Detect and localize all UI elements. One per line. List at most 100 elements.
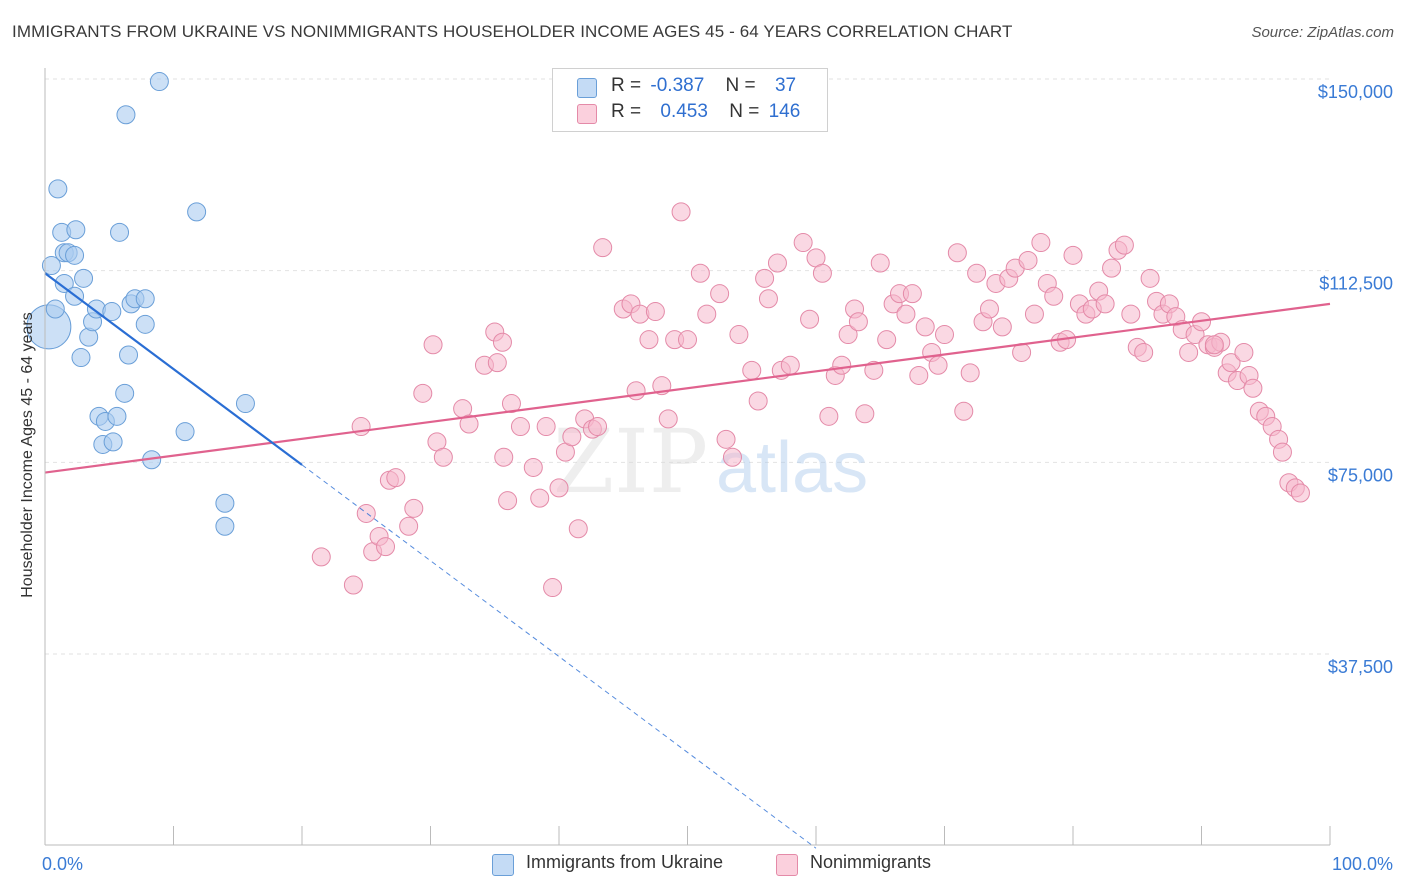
data-point-nonimmigrants (758, 289, 778, 309)
data-point-ukraine (135, 289, 155, 309)
data-point-ukraine (110, 222, 130, 242)
data-point-nonimmigrants (549, 478, 569, 498)
data-point-nonimmigrants (543, 578, 563, 598)
grid-layer (45, 78, 1330, 655)
trend-lines (44, 272, 1331, 849)
watermark: ZIP atlas (553, 410, 868, 513)
data-point-nonimmigrants (530, 488, 550, 508)
y-tick-label: $37,500 (1328, 657, 1393, 677)
data-point-ukraine (66, 220, 86, 240)
data-point-nonimmigrants (812, 263, 832, 283)
legend-r-value-ukraine: -0.387 (650, 75, 705, 96)
series-nonimmigrants (311, 202, 1310, 598)
watermark-atlas: atlas (716, 428, 868, 508)
bottom-legend-swatch-nonimmigrants (776, 854, 798, 876)
data-point-nonimmigrants (1272, 442, 1292, 462)
data-point-nonimmigrants (748, 391, 768, 411)
data-point-nonimmigrants (536, 417, 556, 437)
legend-n-label: N = (729, 101, 760, 122)
data-point-nonimmigrants (487, 353, 507, 373)
legend-r-value-nonimmigrants: 0.453 (660, 101, 708, 122)
data-point-ukraine (116, 105, 136, 125)
data-point-nonimmigrants (1114, 235, 1134, 255)
trend-line-ukraine-extension (301, 464, 817, 849)
bottom-legend-swatch-ukraine (492, 854, 514, 876)
data-point-nonimmigrants (800, 309, 820, 329)
data-point-nonimmigrants (433, 447, 453, 467)
source-label: Source: ZipAtlas.com (1251, 24, 1394, 41)
data-point-nonimmigrants (819, 406, 839, 426)
data-point-nonimmigrants (356, 503, 376, 523)
data-point-nonimmigrants (678, 330, 697, 350)
data-point-ukraine (103, 432, 123, 452)
data-point-nonimmigrants (742, 360, 762, 380)
y-tick-label: $75,000 (1328, 465, 1393, 485)
data-point-nonimmigrants (523, 457, 543, 477)
data-point-nonimmigrants (376, 537, 396, 557)
data-point-nonimmigrants (311, 547, 331, 567)
data-point-nonimmigrants (793, 233, 813, 253)
legend-n-value-nonimmigrants: 146 (768, 101, 801, 122)
data-point-ukraine (74, 268, 94, 288)
data-point-ukraine (65, 245, 85, 265)
data-point-nonimmigrants (915, 317, 935, 337)
legend-swatch-ukraine (577, 78, 597, 98)
data-point-nonimmigrants (498, 491, 518, 511)
trend-line-nonimmigrants (44, 302, 1331, 474)
data-point-nonimmigrants (992, 317, 1012, 337)
chart-title: IMMIGRANTS FROM UKRAINE VS NONIMMIGRANTS… (12, 22, 1013, 41)
data-point-nonimmigrants (697, 304, 717, 324)
data-point-ukraine (71, 348, 91, 368)
data-point-nonimmigrants (832, 355, 852, 375)
data-point-nonimmigrants (1221, 353, 1241, 373)
data-point-nonimmigrants (423, 335, 443, 355)
data-point-nonimmigrants (1134, 342, 1154, 362)
legend-swatch-nonimmigrants (577, 104, 597, 124)
data-point-nonimmigrants (671, 202, 691, 222)
data-point-nonimmigrants (690, 263, 710, 283)
data-point-nonimmigrants (909, 365, 929, 385)
data-point-nonimmigrants (848, 312, 868, 332)
data-point-nonimmigrants (510, 417, 530, 437)
data-point-nonimmigrants (1044, 286, 1064, 306)
data-point-ukraine (119, 345, 139, 365)
data-point-nonimmigrants (960, 363, 980, 383)
data-point-nonimmigrants (639, 330, 659, 350)
y-axis-label: Householder Income Ages 45 - 64 years (19, 312, 36, 598)
data-point-nonimmigrants (1031, 233, 1051, 253)
data-point-ukraine (215, 493, 235, 513)
data-point-ukraine (45, 299, 65, 319)
bottom-legend-label-nonimmigrants: Nonimmigrants (810, 852, 932, 872)
data-point-nonimmigrants (1290, 483, 1310, 503)
data-point-ukraine (187, 202, 207, 222)
data-point-nonimmigrants (729, 325, 749, 345)
watermark-zip: ZIP (553, 410, 708, 513)
data-point-ukraine (54, 273, 74, 293)
data-point-nonimmigrants (767, 253, 787, 273)
legend-r-label: R = (611, 75, 642, 96)
data-point-nonimmigrants (501, 394, 521, 414)
data-point-ukraine (235, 394, 255, 414)
data-point-ukraine (48, 179, 68, 199)
data-point-nonimmigrants (780, 355, 800, 375)
data-point-nonimmigrants (716, 429, 736, 449)
data-point-ukraine (149, 72, 169, 92)
data-point-nonimmigrants (562, 427, 582, 447)
y-tick-label: $112,500 (1319, 274, 1393, 294)
data-point-nonimmigrants (492, 332, 512, 352)
data-point-nonimmigrants (855, 404, 875, 424)
data-point-nonimmigrants (935, 325, 954, 345)
data-point-nonimmigrants (1204, 335, 1224, 355)
data-point-nonimmigrants (877, 330, 897, 350)
data-point-nonimmigrants (864, 360, 884, 380)
data-point-nonimmigrants (588, 417, 608, 437)
data-point-nonimmigrants (1234, 342, 1254, 362)
data-point-ukraine (115, 383, 135, 403)
data-point-nonimmigrants (755, 268, 775, 288)
data-point-nonimmigrants (967, 263, 987, 283)
data-point-nonimmigrants (902, 284, 922, 304)
data-point-ukraine (175, 422, 195, 442)
data-point-nonimmigrants (568, 519, 588, 539)
data-point-nonimmigrants (494, 447, 514, 467)
legend-n-label: N = (725, 75, 756, 96)
